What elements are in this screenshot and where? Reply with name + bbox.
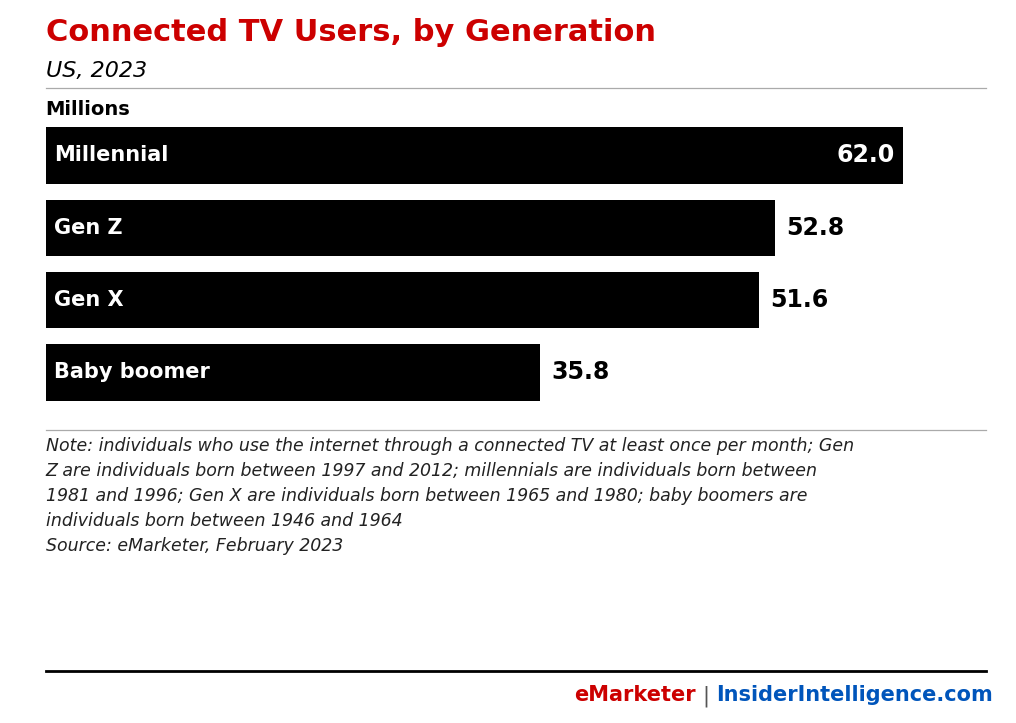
Text: Gen Z: Gen Z (54, 218, 123, 238)
Text: Millions: Millions (46, 100, 130, 119)
Bar (46, 127, 902, 184)
Text: Baby boomer: Baby boomer (54, 362, 210, 382)
Text: 62.0: 62.0 (836, 143, 894, 168)
Text: InsiderIntelligence.com: InsiderIntelligence.com (716, 685, 993, 706)
Text: Millennial: Millennial (54, 145, 169, 166)
Text: Connected TV Users, by Generation: Connected TV Users, by Generation (46, 18, 655, 47)
Bar (46, 200, 775, 256)
Text: US, 2023: US, 2023 (46, 61, 147, 82)
Text: 35.8: 35.8 (552, 360, 610, 385)
Text: 51.6: 51.6 (770, 288, 828, 312)
Text: Note: individuals who use the internet through a connected TV at least once per : Note: individuals who use the internet t… (46, 437, 853, 555)
Text: 52.8: 52.8 (786, 215, 844, 240)
Bar (46, 344, 541, 401)
Bar (46, 272, 759, 328)
Text: eMarketer: eMarketer (574, 685, 696, 706)
Text: Gen X: Gen X (54, 290, 124, 310)
Text: |: | (703, 685, 709, 707)
